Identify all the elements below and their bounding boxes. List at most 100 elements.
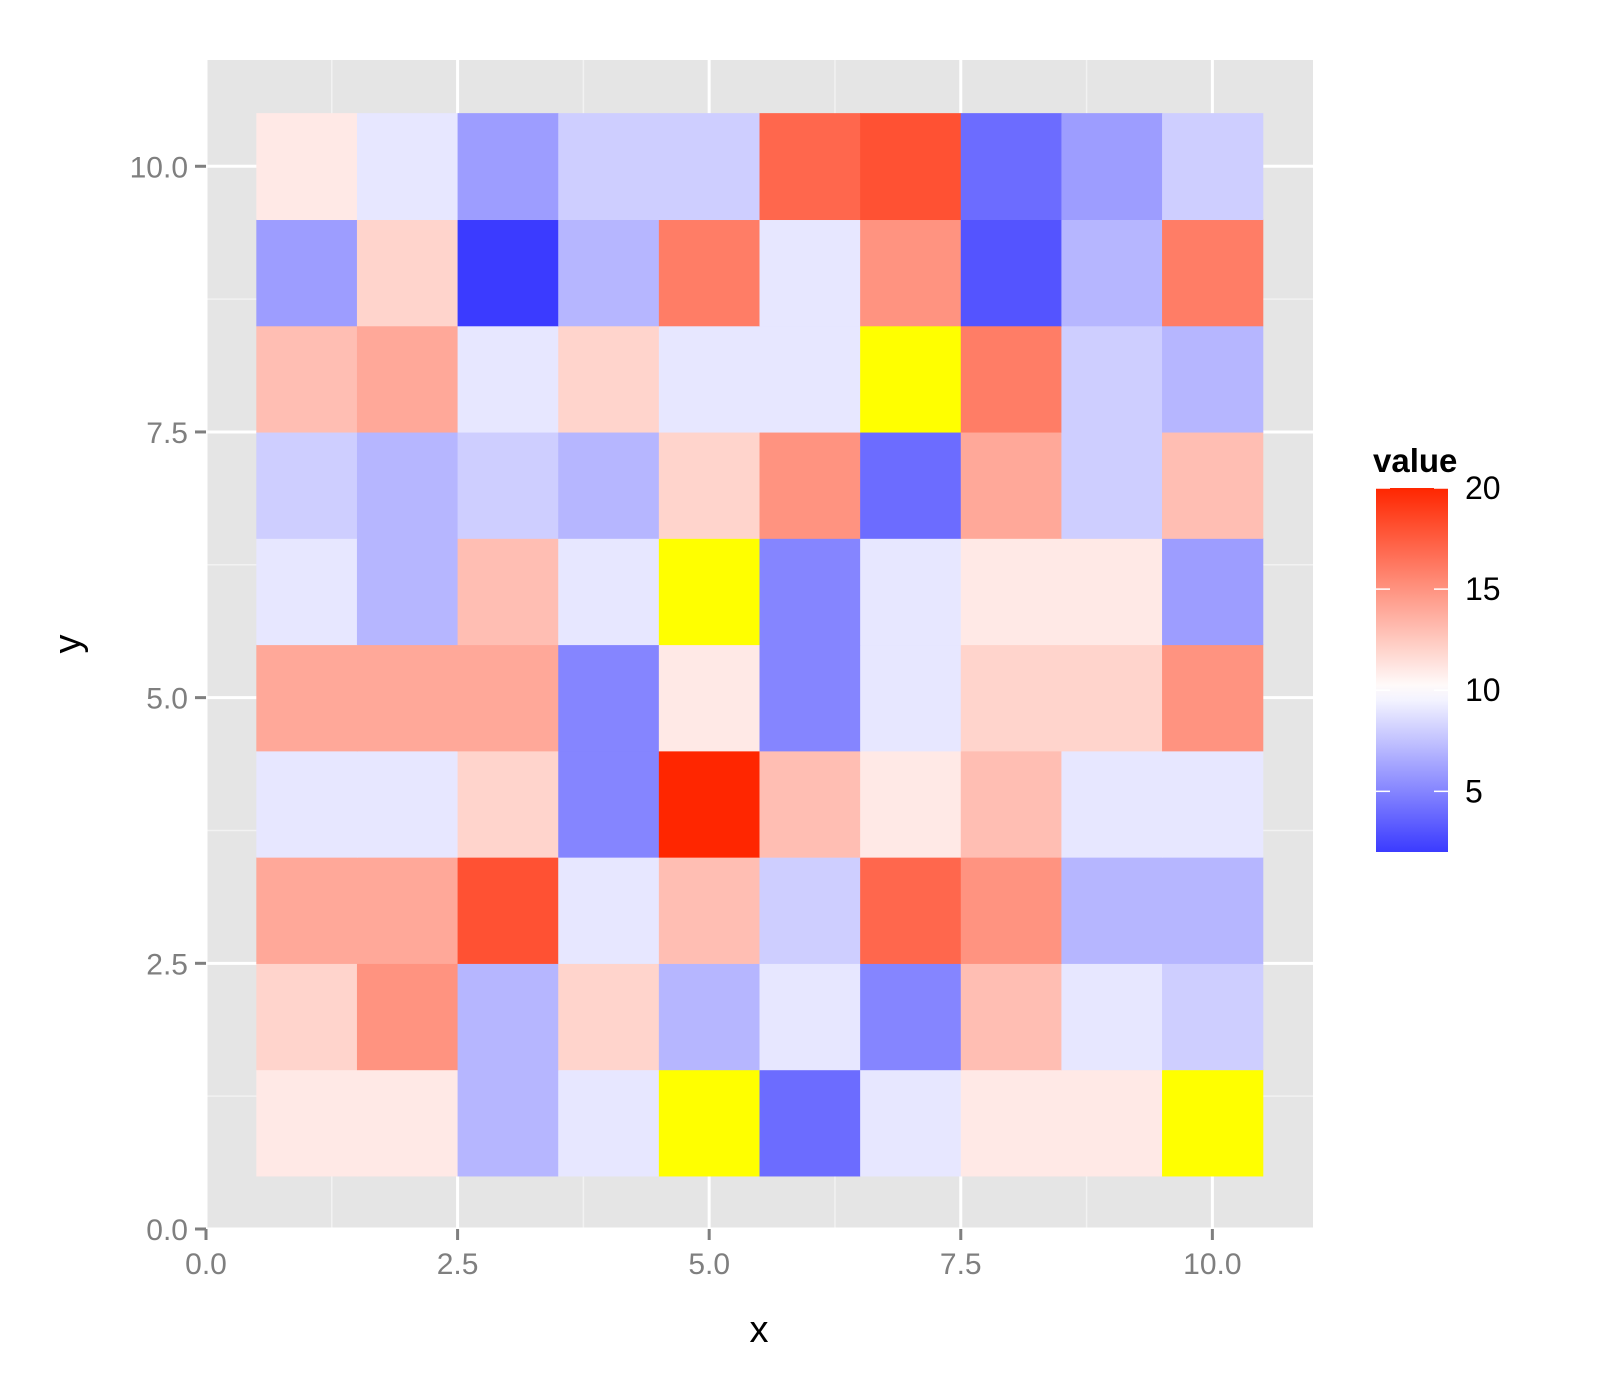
x-tick-label: 2.5 <box>437 1248 479 1281</box>
heatmap-tile <box>658 963 761 1071</box>
heatmap-tile <box>860 219 962 327</box>
heatmap-tile <box>256 538 358 646</box>
heatmap-tile <box>457 857 559 964</box>
heatmap-tile <box>356 113 459 221</box>
heatmap-tile <box>960 857 1063 964</box>
legend-label: 10 <box>1465 672 1501 708</box>
heatmap-tile <box>1162 857 1264 964</box>
heatmap-tile <box>658 750 761 858</box>
heatmap-tile <box>759 644 861 752</box>
legend-label: 5 <box>1465 773 1483 809</box>
heatmap-tile <box>356 219 459 327</box>
heatmap-tile <box>860 857 962 964</box>
heatmap-tile <box>1061 113 1163 221</box>
y-tick-label: 2.5 <box>146 948 188 981</box>
heatmap-tile <box>256 1069 358 1177</box>
heatmap-tile <box>558 325 660 433</box>
heatmap-tile <box>1162 325 1264 433</box>
heatmap-tile <box>256 963 358 1071</box>
heatmap-tile <box>356 750 459 858</box>
legend-label: 15 <box>1465 571 1501 607</box>
heatmap-tile <box>759 1069 861 1177</box>
heatmap-tile <box>558 538 660 646</box>
heatmap-tile <box>860 113 962 221</box>
legend-colorbar <box>1376 488 1448 852</box>
heatmap-tile <box>1061 538 1163 646</box>
heatmap-tile <box>356 538 459 646</box>
heatmap-tile <box>457 750 559 858</box>
heatmap-tile <box>1162 113 1264 221</box>
heatmap-tile <box>658 538 761 646</box>
heatmap-tile <box>1162 538 1264 646</box>
heatmap-tile <box>960 644 1063 752</box>
heatmap-tile <box>658 1069 761 1177</box>
y-tick-label: 10.0 <box>130 151 188 184</box>
heatmap-tile <box>1061 1069 1163 1177</box>
heatmap-tile <box>759 325 861 433</box>
heatmap-tile <box>658 325 761 433</box>
heatmap-tile <box>356 857 459 964</box>
heatmap-tiles <box>256 113 1264 1177</box>
heatmap-tile <box>960 1069 1063 1177</box>
legend: value 5 10 15 20 <box>1373 442 1501 852</box>
x-tick-label: 10.0 <box>1183 1248 1241 1281</box>
heatmap-tile <box>960 431 1063 539</box>
heatmap-tile <box>960 113 1063 221</box>
heatmap-tile <box>457 219 559 327</box>
heatmap-tile <box>457 963 559 1071</box>
heatmap-tile <box>558 857 660 964</box>
heatmap-tile <box>1162 644 1264 752</box>
heatmap-tile <box>860 963 962 1071</box>
heatmap-tile <box>1061 325 1163 433</box>
heatmap-tile <box>256 219 358 327</box>
heatmap-tile <box>860 325 962 433</box>
heatmap-tile <box>256 431 358 539</box>
heatmap-tile <box>658 857 761 964</box>
heatmap-tile <box>356 431 459 539</box>
heatmap-tile <box>1162 219 1264 327</box>
heatmap-tile <box>1061 644 1163 752</box>
heatmap-tile <box>860 431 962 539</box>
heatmap-tile <box>256 644 358 752</box>
heatmap-tile <box>960 538 1063 646</box>
heatmap-tile <box>558 431 660 539</box>
heatmap-tile <box>1061 963 1163 1071</box>
heatmap-tile <box>356 1069 459 1177</box>
heatmap-tile <box>759 431 861 539</box>
heatmap-tile <box>558 644 660 752</box>
heatmap-tile <box>256 750 358 858</box>
x-axis: 0.0 2.5 5.0 7.5 10.0 <box>185 1229 1242 1281</box>
heatmap-tile <box>1061 857 1163 964</box>
y-tick-label: 7.5 <box>146 417 188 450</box>
y-axis: 0.0 2.5 5.0 7.5 10.0 <box>130 151 206 1247</box>
heatmap-tile <box>960 325 1063 433</box>
x-tick-label: 0.0 <box>185 1248 227 1281</box>
heatmap-tile <box>457 1069 559 1177</box>
heatmap-tile <box>457 113 559 221</box>
heatmap-tile <box>558 1069 660 1177</box>
heatmap-tile <box>558 219 660 327</box>
heatmap-tile <box>256 325 358 433</box>
heatmap-tile <box>1162 750 1264 858</box>
heatmap-tile <box>860 1069 962 1177</box>
heatmap-tile <box>1061 750 1163 858</box>
heatmap-tile <box>860 644 962 752</box>
heatmap-tile <box>256 857 358 964</box>
heatmap-tile <box>759 538 861 646</box>
heatmap-tile <box>558 963 660 1071</box>
heatmap-tile <box>457 644 559 752</box>
heatmap-tile <box>759 750 861 858</box>
heatmap-tile <box>1162 431 1264 539</box>
heatmap-tile <box>457 538 559 646</box>
heatmap-tile <box>558 113 660 221</box>
heatmap-tile <box>1162 963 1264 1071</box>
heatmap-tile <box>356 325 459 433</box>
heatmap-tile <box>658 219 761 327</box>
heatmap-tile <box>960 750 1063 858</box>
y-tick-label: 0.0 <box>146 1214 188 1247</box>
heatmap-tile <box>960 963 1063 1071</box>
heatmap-tile <box>759 219 861 327</box>
y-tick-label: 5.0 <box>146 683 188 716</box>
heatmap-tile <box>658 113 761 221</box>
